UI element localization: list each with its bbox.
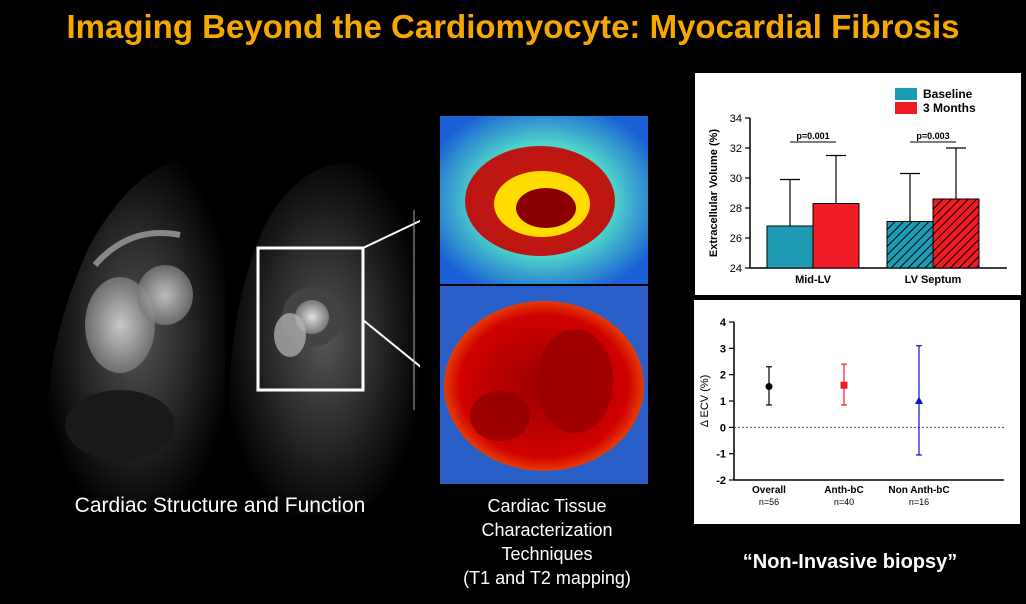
y-axis-label: Δ ECV (%) [699, 375, 711, 428]
ecv-bar-chart-panel: 24 26 28 30 32 34 Extracellular Volume (%) Mid-… [695, 73, 1021, 295]
y-tick-label: 32 [730, 143, 742, 155]
p-value-label: p=0.001 [796, 131, 829, 141]
caption-tissue-characterization: Cardiac Tissue Characterization Techniqu… [436, 494, 658, 590]
caption-structure-function: Cardiac Structure and Function [74, 494, 366, 517]
legend-label: Baseline [923, 87, 973, 101]
roi-box [256, 246, 365, 392]
category-label: Overall [752, 485, 786, 496]
y-tick-label: 4 [720, 317, 727, 329]
legend-label: 3 Months [923, 101, 976, 115]
bar-baseline [766, 225, 814, 269]
sample-size-label: n=16 [909, 497, 929, 507]
caption-line: (T1 and T2 mapping) [463, 568, 631, 588]
parametric-maps [440, 116, 648, 484]
caption-line: Characterization [481, 520, 613, 540]
y-tick-label: 30 [730, 173, 742, 185]
p-value-label: p=0.003 [916, 131, 949, 141]
caption-noninvasive-biopsy: “Non-Invasive biopsy” [742, 551, 958, 573]
y-tick-label: 2 [720, 370, 726, 382]
caption-line: Techniques [501, 544, 593, 564]
bar-3-months [932, 198, 980, 269]
sample-size-label: n=40 [834, 497, 854, 507]
ecv-bar-chart: 24 26 28 30 32 34 Extracellular Volume (%) Mid-… [708, 87, 1007, 286]
category-label: Non Anth-bC [888, 485, 949, 496]
point-non-anth [915, 396, 923, 404]
y-tick-label: -1 [716, 449, 726, 461]
cine-mri-images [47, 156, 420, 515]
y-tick-label: 34 [730, 113, 742, 125]
category-label: Mid-LV [795, 274, 832, 286]
y-tick-label: 26 [730, 233, 742, 245]
category-label: LV Septum [905, 274, 962, 286]
y-tick-label: 1 [720, 396, 726, 408]
bar-baseline [886, 221, 934, 269]
y-tick-label: -2 [716, 475, 726, 487]
y-tick-label: 24 [730, 263, 742, 275]
point-anth [840, 381, 848, 389]
y-tick-label: 0 [720, 422, 726, 434]
y-tick-label: 28 [730, 203, 742, 215]
caption-line: Cardiac Tissue [487, 496, 607, 516]
sample-size-label: n=56 [759, 497, 779, 507]
category-label: Anth-bC [824, 485, 863, 496]
legend-swatch [895, 102, 917, 114]
slide-title: Imaging Beyond the Cardiomyocyte: Myocar… [66, 8, 960, 45]
legend-swatch [895, 88, 917, 100]
delta-ecv-chart-panel: -2 -1 0 1 2 3 4 Δ ECV (%) Overall n=56 Anth-bC n=40… [694, 300, 1020, 524]
y-tick-label: 3 [720, 343, 726, 355]
point-overall [765, 383, 773, 391]
bar-3-months [812, 203, 860, 269]
y-axis-label: Extracellular Volume (%) [708, 129, 720, 258]
